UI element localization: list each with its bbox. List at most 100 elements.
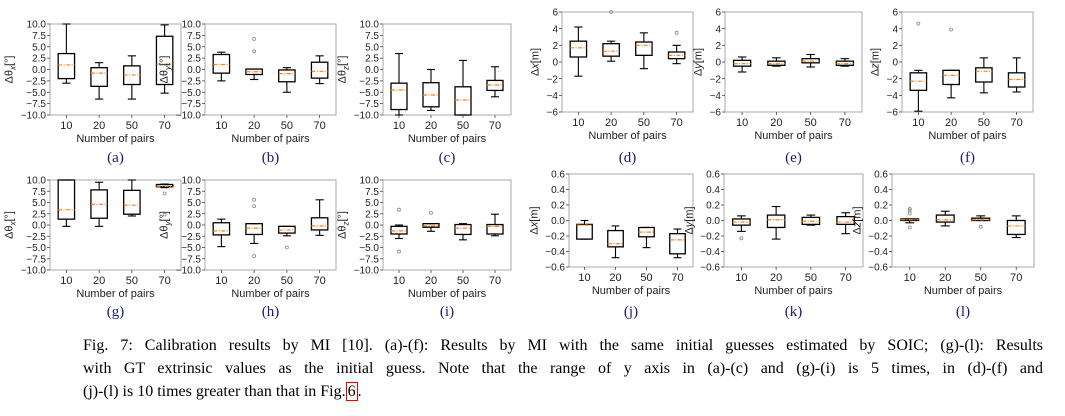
box-10 [732, 215, 751, 241]
box-iqr [569, 40, 588, 58]
y-tick-label: 0.0 [32, 65, 46, 76]
subfigure-label: (e) [785, 150, 802, 166]
box-10 [57, 179, 76, 227]
y-label-prefix: Δθ [337, 226, 349, 239]
x-tick-label: 70 [314, 120, 326, 132]
subfigure-label: (f) [960, 150, 975, 166]
y-tick-label: 10.0 [360, 176, 380, 187]
y-label-prefix: Δ [693, 68, 705, 76]
y-tick-label: −7.5 [181, 254, 201, 265]
y-tick-label: 2.5 [32, 54, 46, 65]
figure-caption: Fig. 7: Calibration results by MI [10]. … [83, 334, 1043, 403]
box-10 [212, 218, 231, 248]
x-tick-label: 50 [126, 275, 138, 287]
y-axis-label: Δz[m] [851, 206, 863, 234]
y-tick-label: 2 [715, 41, 721, 52]
y-tick-label: 0.2 [551, 201, 565, 212]
box-70 [155, 183, 174, 217]
y-label-prefix: Δ [530, 68, 542, 76]
outlier-point [252, 37, 257, 41]
x-tick-label: 20 [945, 117, 957, 129]
box-20 [607, 225, 624, 259]
subfigure-label: (g) [107, 304, 125, 320]
box-iqr [836, 215, 855, 226]
x-tick-label: 50 [805, 272, 817, 284]
box-70 [486, 66, 504, 98]
x-tick-label: 10 [904, 272, 916, 284]
y-tick-label: −4 [547, 91, 559, 102]
outlier-point [978, 224, 983, 229]
subfigure-label: (h) [262, 304, 280, 320]
y-label-sub: y [164, 221, 173, 227]
box-iqr [90, 67, 108, 87]
subplot-a: 10.07.55.02.50.0−2.5−5.0−7.5−10.0 10 20 50 7… [4, 20, 182, 166]
box-10 [732, 56, 752, 73]
x-tick-label: 70 [1011, 117, 1023, 129]
box-10 [390, 207, 408, 254]
y-tick-label: 7.5 [32, 187, 46, 198]
x-axis-label: Number of pairs [231, 288, 310, 300]
outlier-point [916, 21, 921, 26]
box-20 [767, 57, 786, 67]
box-20 [245, 37, 263, 81]
outlier-point [252, 254, 257, 258]
y-axis-label: Δy[m] [683, 206, 695, 234]
y-tick-label: −0.6 [868, 263, 888, 274]
y-label-var: z [870, 63, 882, 70]
y-axis-label: Δθy[°] [159, 56, 173, 84]
x-tick-label: 50 [457, 120, 469, 132]
subplot-h: 10.07.55.02.50.0−2.5−5.0−7.5−10.0 10 20 50 7… [159, 176, 337, 320]
y-label-unit: [m] [870, 48, 882, 63]
y-tick-label: −0.2 [545, 232, 565, 243]
y-tick-label: 7.5 [32, 31, 46, 42]
y-tick-label: −7.5 [359, 254, 379, 265]
box-iqr [390, 82, 408, 111]
box-20 [90, 62, 108, 100]
y-label-unit: [m] [530, 48, 542, 63]
box-iqr [602, 43, 620, 57]
x-tick-label: 10 [735, 272, 747, 284]
box-70 [836, 212, 855, 235]
y-tick-label: 4 [552, 24, 558, 35]
y-tick-label: 0.0 [706, 216, 720, 227]
outlier-point [397, 249, 401, 254]
x-tick-label: 20 [93, 120, 105, 132]
y-axis-label: Δx[m] [528, 206, 540, 234]
outlier-point [949, 27, 954, 32]
box-iqr [454, 86, 472, 116]
x-tick-label: 20 [248, 275, 260, 287]
box-iqr [1006, 219, 1026, 236]
y-tick-label: 2.5 [32, 209, 46, 220]
box-70 [667, 30, 686, 65]
y-tick-label: 5.0 [365, 198, 379, 209]
y-label-prefix: Δθ [4, 226, 16, 239]
x-axis-label: Number of pairs [408, 133, 487, 145]
outlier-point [397, 207, 401, 212]
y-tick-label: −10.0 [354, 111, 380, 122]
y-label-unit: [m] [528, 206, 540, 221]
box-50 [454, 223, 472, 241]
box-70 [310, 199, 329, 236]
subfigure-label: (i) [440, 304, 454, 320]
box-70 [835, 58, 855, 67]
y-tick-label: −6 [547, 108, 559, 119]
box-10 [569, 26, 588, 77]
subplot-c: 10.07.55.02.50.0−2.5−5.0−7.5−10.0 10 20 50 7… [337, 20, 512, 166]
x-tick-label: 20 [770, 272, 782, 284]
x-axis-label: Number of pairs [588, 130, 667, 142]
y-axis-label: Δy[m] [693, 48, 705, 76]
y-label-unit: [°] [159, 56, 171, 67]
box-50 [975, 57, 993, 94]
y-tick-label: −0.4 [700, 247, 720, 258]
box-50 [638, 226, 655, 249]
y-tick-label: 2.5 [365, 54, 379, 65]
caption-line-2: with GT extrinsic values as the initial … [83, 360, 1043, 377]
box-10 [909, 21, 928, 112]
figure-reference-link[interactable]: 6 [345, 382, 358, 401]
box-10 [576, 219, 593, 240]
y-tick-label: −4 [887, 91, 899, 102]
y-tick-label: −0.6 [545, 263, 565, 274]
y-tick-label: 0.0 [365, 221, 379, 232]
outlier-point [907, 206, 912, 211]
x-tick-label: 10 [393, 120, 405, 132]
